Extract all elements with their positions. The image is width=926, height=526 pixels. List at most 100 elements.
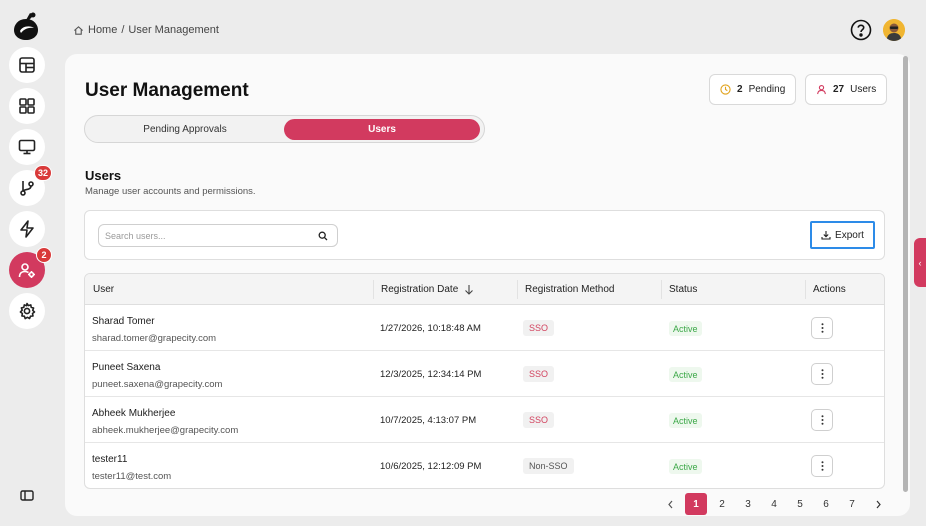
breadcrumb-separator: / [121, 24, 125, 36]
table-row[interactable]: tester11 tester11@test.com 10/6/2025, 12… [85, 443, 884, 488]
rail-item-actions[interactable] [9, 211, 45, 247]
search-icon[interactable] [318, 231, 328, 241]
users-count-pill[interactable]: 27 Users [805, 74, 888, 105]
sort-descending-icon[interactable] [464, 284, 474, 295]
column-header-date-label: Registration Date [381, 284, 459, 295]
column-header-registration-date[interactable]: Registration Date [373, 274, 517, 305]
tab-pending-approvals[interactable]: Pending Approvals [143, 124, 227, 135]
previous-page-button[interactable] [657, 493, 683, 515]
tab-users[interactable]: Users [284, 119, 480, 140]
rail-item-apps[interactable] [9, 88, 45, 124]
user-icon [817, 85, 826, 95]
page-button[interactable]: 4 [771, 498, 777, 510]
registration-method-tag: SSO [523, 412, 555, 428]
row-actions-button[interactable] [811, 317, 833, 339]
notification-badge: 2 [36, 247, 52, 263]
git-branch-icon [20, 181, 34, 196]
search-input[interactable] [105, 228, 305, 244]
row-actions-button[interactable] [811, 455, 833, 477]
rail-item-monitor[interactable] [9, 129, 45, 165]
user-name: Sharad Tomer [92, 316, 155, 327]
column-header-actions: Actions [805, 274, 884, 305]
chevron-right-icon [876, 500, 881, 508]
rail-item-settings[interactable] [9, 293, 45, 329]
page-button[interactable]: 2 [719, 498, 725, 510]
section-title: Users [85, 168, 122, 183]
chevron-left-icon: ‹ [918, 257, 922, 268]
table-row[interactable]: Puneet Saxena puneet.saxena@grapecity.co… [85, 351, 884, 397]
page-title: User Management [85, 80, 249, 101]
column-divider [661, 280, 662, 299]
pending-count: 2 [737, 84, 743, 95]
monitor-icon [18, 139, 36, 155]
sidebar-toggle-button[interactable] [16, 486, 38, 504]
app-logo-icon[interactable] [12, 11, 40, 41]
rail-item-branches[interactable]: 32 [9, 165, 52, 206]
pagination: 1 2 3 4 5 6 7 [657, 493, 891, 515]
status-badge: Active [669, 321, 702, 336]
page-button[interactable]: 6 [823, 498, 829, 510]
avatar-image [883, 19, 905, 41]
more-vertical-icon [821, 415, 823, 425]
user-email: tester11@test.com [92, 471, 172, 482]
more-vertical-icon [821, 369, 823, 379]
page-button[interactable]: 5 [797, 498, 803, 510]
page-button[interactable]: 7 [849, 498, 855, 510]
lightning-icon [20, 220, 34, 238]
user-email: puneet.saxena@grapecity.com [92, 379, 223, 390]
table-row[interactable]: Abheek Mukherjee abheek.mukherjee@grapec… [85, 397, 884, 443]
column-header-user-label: User [93, 284, 115, 295]
user-name: tester11 [92, 454, 128, 465]
column-header-status[interactable]: Status [661, 274, 805, 305]
registration-date: 10/7/2025, 4:13:07 PM [380, 415, 477, 426]
left-rail: 32 2 [0, 0, 52, 526]
column-header-status-label: Status [669, 284, 698, 295]
breadcrumb-home-link[interactable]: Home [88, 24, 118, 36]
view-tabs: Pending Approvals Users [84, 115, 485, 143]
pending-label: Pending [748, 84, 786, 95]
gear-icon [19, 302, 36, 320]
page-button[interactable]: 1 [685, 493, 707, 515]
table-row[interactable]: Sharad Tomer sharad.tomer@grapecity.com … [85, 305, 884, 351]
next-page-button[interactable] [865, 493, 891, 515]
status-badge: Active [669, 413, 702, 428]
section-subtitle: Manage user accounts and permissions. [85, 186, 256, 197]
registration-method-tag: SSO [523, 366, 555, 382]
status-badge: Active [669, 459, 702, 474]
breadcrumb: Home / User Management [73, 24, 219, 36]
rail-item-user-management[interactable]: 2 [9, 247, 52, 288]
column-header-method-label: Registration Method [525, 284, 615, 295]
export-button[interactable]: Export [810, 221, 875, 249]
column-divider [805, 280, 806, 299]
users-count: 27 [833, 84, 845, 95]
apps-icon [19, 98, 35, 114]
more-vertical-icon [821, 323, 823, 333]
more-vertical-icon [821, 461, 823, 471]
column-divider [517, 280, 518, 299]
table-header: User Registration Date Registration Meth… [85, 274, 884, 305]
users-table: User Registration Date Registration Meth… [84, 273, 885, 489]
registration-method-tag: SSO [523, 320, 555, 336]
user-avatar[interactable] [883, 19, 905, 41]
row-actions-button[interactable] [811, 409, 833, 431]
users-label: Users [850, 84, 877, 95]
notification-badge: 32 [33, 165, 52, 181]
users-toolbar: Export [84, 210, 885, 260]
user-name: Puneet Saxena [92, 362, 161, 373]
row-actions-button[interactable] [811, 363, 833, 385]
side-panel-toggle[interactable]: ‹ [914, 238, 926, 287]
registration-date: 10/6/2025, 12:12:09 PM [380, 461, 482, 472]
help-icon[interactable] [850, 19, 872, 41]
pending-count-pill[interactable]: 2 Pending [709, 74, 797, 105]
vertical-scrollbar[interactable] [903, 56, 908, 492]
rail-item-dashboard[interactable] [9, 47, 45, 83]
sidebar-toggle-icon [20, 489, 34, 501]
registration-date: 12/3/2025, 12:34:14 PM [380, 369, 482, 380]
registration-method-tag: Non-SSO [523, 458, 574, 474]
registration-date: 1/27/2026, 10:18:48 AM [380, 323, 481, 334]
clock-icon [720, 84, 731, 95]
column-header-registration-method[interactable]: Registration Method [517, 274, 661, 305]
home-icon[interactable] [73, 25, 84, 36]
page-button[interactable]: 3 [745, 498, 751, 510]
column-header-user[interactable]: User [85, 274, 373, 305]
